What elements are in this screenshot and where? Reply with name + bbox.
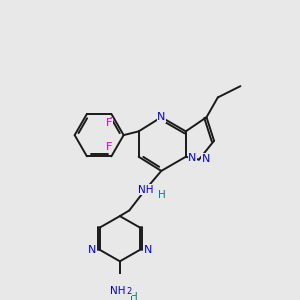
Text: N: N (87, 245, 96, 255)
Text: F: F (106, 142, 113, 152)
Text: N: N (201, 154, 210, 164)
Text: F: F (106, 118, 113, 128)
Text: H: H (130, 292, 138, 300)
Text: N: N (188, 153, 196, 163)
Text: H: H (158, 190, 166, 200)
Text: N: N (144, 245, 152, 255)
Text: NH: NH (137, 185, 153, 195)
Text: N: N (157, 112, 166, 122)
Text: 2: 2 (127, 287, 132, 296)
Text: NH: NH (110, 286, 126, 296)
